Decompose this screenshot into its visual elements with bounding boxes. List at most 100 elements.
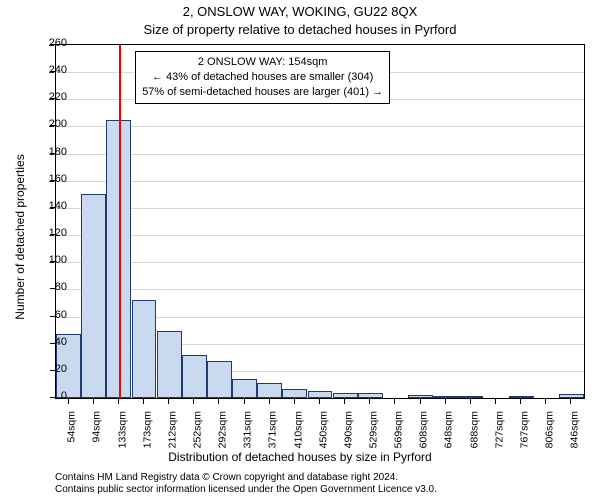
y-tick-mark bbox=[50, 343, 55, 344]
histogram-bar bbox=[257, 383, 282, 398]
plot-area: 2 ONSLOW WAY: 154sqm← 43% of detached ho… bbox=[55, 44, 585, 399]
x-tick-mark bbox=[470, 399, 471, 404]
y-tick-mark bbox=[50, 125, 55, 126]
x-tick-label: 846sqm bbox=[568, 411, 580, 448]
x-tick-label: 94sqm bbox=[91, 411, 103, 443]
x-tick-mark bbox=[545, 399, 546, 404]
x-tick-mark bbox=[495, 399, 496, 404]
x-tick-label: 450sqm bbox=[317, 411, 329, 448]
x-tick-mark bbox=[294, 399, 295, 404]
x-tick-label: 133sqm bbox=[116, 411, 128, 448]
x-tick-mark bbox=[344, 399, 345, 404]
histogram-bar bbox=[458, 396, 483, 398]
x-tick-label: 767sqm bbox=[518, 411, 530, 448]
callout-line: ← 43% of detached houses are smaller (30… bbox=[142, 70, 383, 85]
histogram-bar bbox=[182, 355, 207, 398]
y-tick-label: 40 bbox=[27, 336, 67, 348]
x-tick-mark bbox=[420, 399, 421, 404]
histogram-bar bbox=[207, 361, 232, 398]
y-tick-mark bbox=[50, 207, 55, 208]
x-tick-label: 688sqm bbox=[468, 411, 480, 448]
y-tick-label: 220 bbox=[27, 91, 67, 103]
x-tick-mark bbox=[218, 399, 219, 404]
y-tick-mark bbox=[50, 98, 55, 99]
histogram-bar bbox=[559, 394, 584, 398]
x-tick-mark bbox=[68, 399, 69, 404]
gridline bbox=[56, 154, 584, 155]
histogram-bar bbox=[81, 194, 106, 398]
footer-line-2: Contains public sector information licen… bbox=[55, 484, 437, 496]
y-tick-label: 80 bbox=[27, 281, 67, 293]
x-tick-label: 54sqm bbox=[66, 411, 78, 443]
gridline bbox=[56, 235, 584, 236]
x-tick-mark bbox=[445, 399, 446, 404]
y-tick-mark bbox=[50, 153, 55, 154]
x-tick-mark bbox=[193, 399, 194, 404]
x-tick-label: 529sqm bbox=[367, 411, 379, 448]
y-tick-mark bbox=[50, 71, 55, 72]
y-axis-label: Number of detached properties bbox=[13, 137, 27, 337]
histogram-bar bbox=[132, 300, 157, 398]
x-tick-mark bbox=[269, 399, 270, 404]
x-tick-mark bbox=[143, 399, 144, 404]
histogram-bar bbox=[333, 393, 358, 398]
y-tick-label: 120 bbox=[27, 227, 67, 239]
chart-container: { "chart": { "type": "histogram", "title… bbox=[0, 0, 600, 500]
x-tick-mark bbox=[369, 399, 370, 404]
y-tick-mark bbox=[50, 261, 55, 262]
property-marker-line bbox=[119, 45, 121, 398]
gridline bbox=[56, 126, 584, 127]
callout-line: 2 ONSLOW WAY: 154sqm bbox=[142, 55, 383, 70]
x-tick-label: 331sqm bbox=[242, 411, 254, 448]
y-tick-label: 0 bbox=[27, 390, 67, 402]
histogram-bar bbox=[509, 396, 534, 398]
x-tick-label: 648sqm bbox=[443, 411, 455, 448]
x-tick-label: 173sqm bbox=[141, 411, 153, 448]
x-tick-label: 371sqm bbox=[267, 411, 279, 448]
y-tick-label: 180 bbox=[27, 146, 67, 158]
x-tick-label: 410sqm bbox=[292, 411, 304, 448]
histogram-bar bbox=[232, 379, 257, 398]
y-tick-label: 240 bbox=[27, 64, 67, 76]
chart-title-subtitle: Size of property relative to detached ho… bbox=[0, 22, 600, 37]
footer-line-1: Contains HM Land Registry data © Crown c… bbox=[55, 472, 437, 484]
x-tick-label: 569sqm bbox=[392, 411, 404, 448]
histogram-bar bbox=[282, 389, 307, 399]
footer-attribution: Contains HM Land Registry data © Crown c… bbox=[55, 472, 437, 496]
x-tick-label: 292sqm bbox=[216, 411, 228, 448]
x-tick-mark bbox=[319, 399, 320, 404]
x-tick-label: 212sqm bbox=[166, 411, 178, 448]
histogram-bar bbox=[358, 393, 383, 398]
x-tick-mark bbox=[520, 399, 521, 404]
histogram-bar bbox=[408, 395, 433, 398]
x-tick-label: 608sqm bbox=[418, 411, 430, 448]
y-tick-label: 260 bbox=[27, 37, 67, 49]
y-tick-label: 140 bbox=[27, 200, 67, 212]
x-tick-label: 252sqm bbox=[191, 411, 203, 448]
histogram-bar bbox=[157, 331, 182, 398]
x-tick-label: 806sqm bbox=[543, 411, 555, 448]
y-tick-mark bbox=[50, 397, 55, 398]
y-tick-label: 100 bbox=[27, 254, 67, 266]
x-tick-mark bbox=[168, 399, 169, 404]
y-tick-label: 160 bbox=[27, 173, 67, 185]
x-tick-mark bbox=[118, 399, 119, 404]
callout-box: 2 ONSLOW WAY: 154sqm← 43% of detached ho… bbox=[135, 51, 390, 104]
y-tick-mark bbox=[50, 316, 55, 317]
y-tick-mark bbox=[50, 44, 55, 45]
y-tick-label: 60 bbox=[27, 309, 67, 321]
x-tick-mark bbox=[244, 399, 245, 404]
x-tick-mark bbox=[93, 399, 94, 404]
x-tick-mark bbox=[394, 399, 395, 404]
callout-line: 57% of semi-detached houses are larger (… bbox=[142, 85, 383, 100]
gridline bbox=[56, 262, 584, 263]
y-tick-mark bbox=[50, 234, 55, 235]
gridline bbox=[56, 208, 584, 209]
gridline bbox=[56, 181, 584, 182]
y-tick-label: 20 bbox=[27, 363, 67, 375]
histogram-bar bbox=[433, 396, 458, 398]
y-tick-label: 200 bbox=[27, 118, 67, 130]
x-tick-label: 490sqm bbox=[342, 411, 354, 448]
x-tick-mark bbox=[570, 399, 571, 404]
y-tick-mark bbox=[50, 370, 55, 371]
